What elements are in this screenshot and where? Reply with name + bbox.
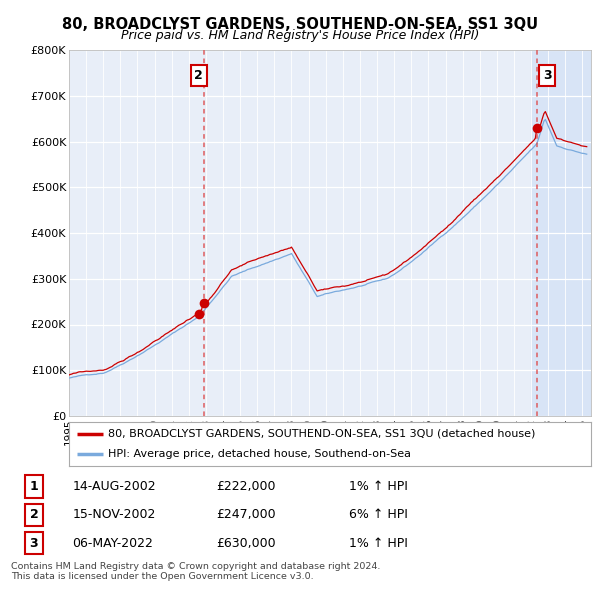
Text: 1% ↑ HPI: 1% ↑ HPI — [349, 480, 408, 493]
Text: 1: 1 — [29, 480, 38, 493]
Text: £247,000: £247,000 — [217, 508, 276, 522]
Bar — [531, 50, 591, 416]
Text: 15-NOV-2002: 15-NOV-2002 — [73, 508, 156, 522]
Text: 3: 3 — [543, 69, 552, 82]
Text: This data is licensed under the Open Government Licence v3.0.: This data is licensed under the Open Gov… — [11, 572, 313, 581]
Text: £222,000: £222,000 — [217, 480, 276, 493]
Text: 80, BROADCLYST GARDENS, SOUTHEND-ON-SEA, SS1 3QU (detached house): 80, BROADCLYST GARDENS, SOUTHEND-ON-SEA,… — [108, 429, 536, 439]
Text: 6% ↑ HPI: 6% ↑ HPI — [349, 508, 408, 522]
Text: Price paid vs. HM Land Registry's House Price Index (HPI): Price paid vs. HM Land Registry's House … — [121, 29, 479, 42]
Text: 3: 3 — [29, 536, 38, 549]
Text: 14-AUG-2002: 14-AUG-2002 — [73, 480, 156, 493]
Text: 06-MAY-2022: 06-MAY-2022 — [73, 536, 154, 549]
Text: 80, BROADCLYST GARDENS, SOUTHEND-ON-SEA, SS1 3QU: 80, BROADCLYST GARDENS, SOUTHEND-ON-SEA,… — [62, 17, 538, 31]
Text: £630,000: £630,000 — [217, 536, 276, 549]
Text: HPI: Average price, detached house, Southend-on-Sea: HPI: Average price, detached house, Sout… — [108, 449, 411, 459]
Text: 1% ↑ HPI: 1% ↑ HPI — [349, 536, 408, 549]
Text: 2: 2 — [194, 69, 203, 82]
Text: Contains HM Land Registry data © Crown copyright and database right 2024.: Contains HM Land Registry data © Crown c… — [11, 562, 380, 571]
Text: 2: 2 — [29, 508, 38, 522]
